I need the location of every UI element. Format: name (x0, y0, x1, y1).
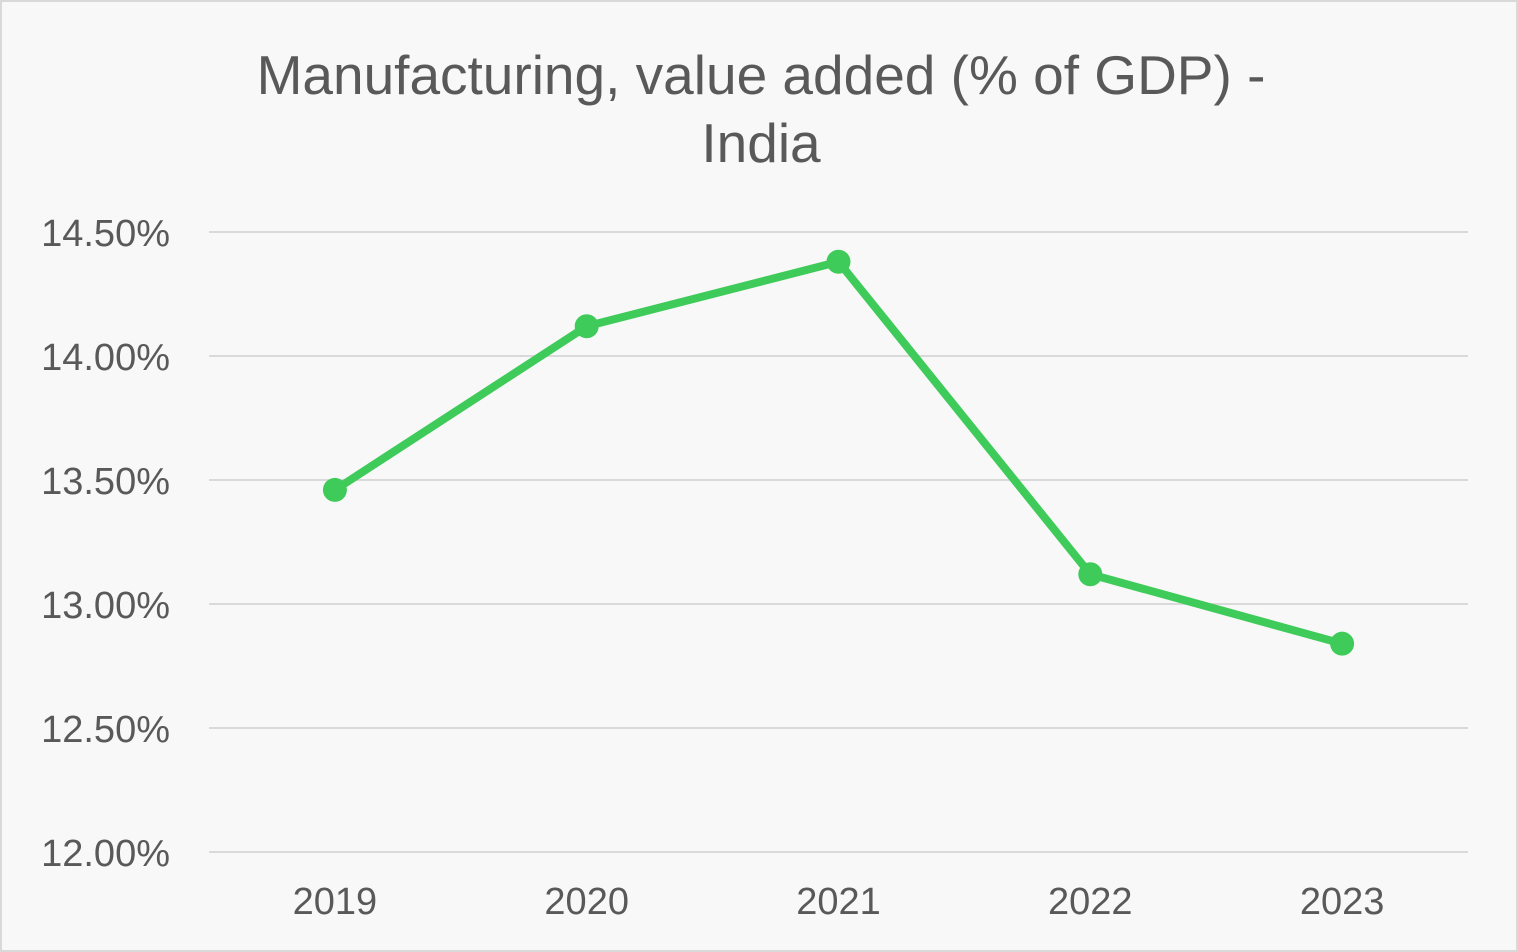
data-point (574, 314, 599, 339)
data-point (1330, 631, 1355, 656)
data-point (322, 477, 347, 502)
y-tick-label: 12.00% (41, 833, 170, 875)
series-line (330, 257, 1347, 648)
y-axis-tick-labels: 12.00% 12.50% 13.00% 13.50% 14.00% 14.50% (41, 213, 170, 875)
series-group (322, 249, 1355, 656)
x-tick-label: 2022 (1048, 881, 1133, 923)
gridlines (209, 231, 1468, 853)
x-axis-tick-labels: 2019 2020 2021 2022 2023 (293, 881, 1385, 923)
x-tick-label: 2023 (1300, 881, 1385, 923)
y-tick-label: 14.50% (41, 213, 170, 255)
data-point (826, 249, 851, 274)
data-point (1078, 562, 1103, 587)
chart-title-line-2: India (701, 112, 821, 174)
y-tick-label: 13.50% (41, 461, 170, 503)
y-tick-label: 14.00% (41, 337, 170, 379)
x-tick-label: 2021 (796, 881, 881, 923)
x-tick-label: 2020 (544, 881, 629, 923)
y-tick-label: 13.00% (41, 585, 170, 627)
y-tick-label: 12.50% (41, 709, 170, 751)
chart-title-line-1: Manufacturing, value added (% of GDP) - (257, 44, 1266, 106)
x-tick-label: 2019 (293, 881, 378, 923)
